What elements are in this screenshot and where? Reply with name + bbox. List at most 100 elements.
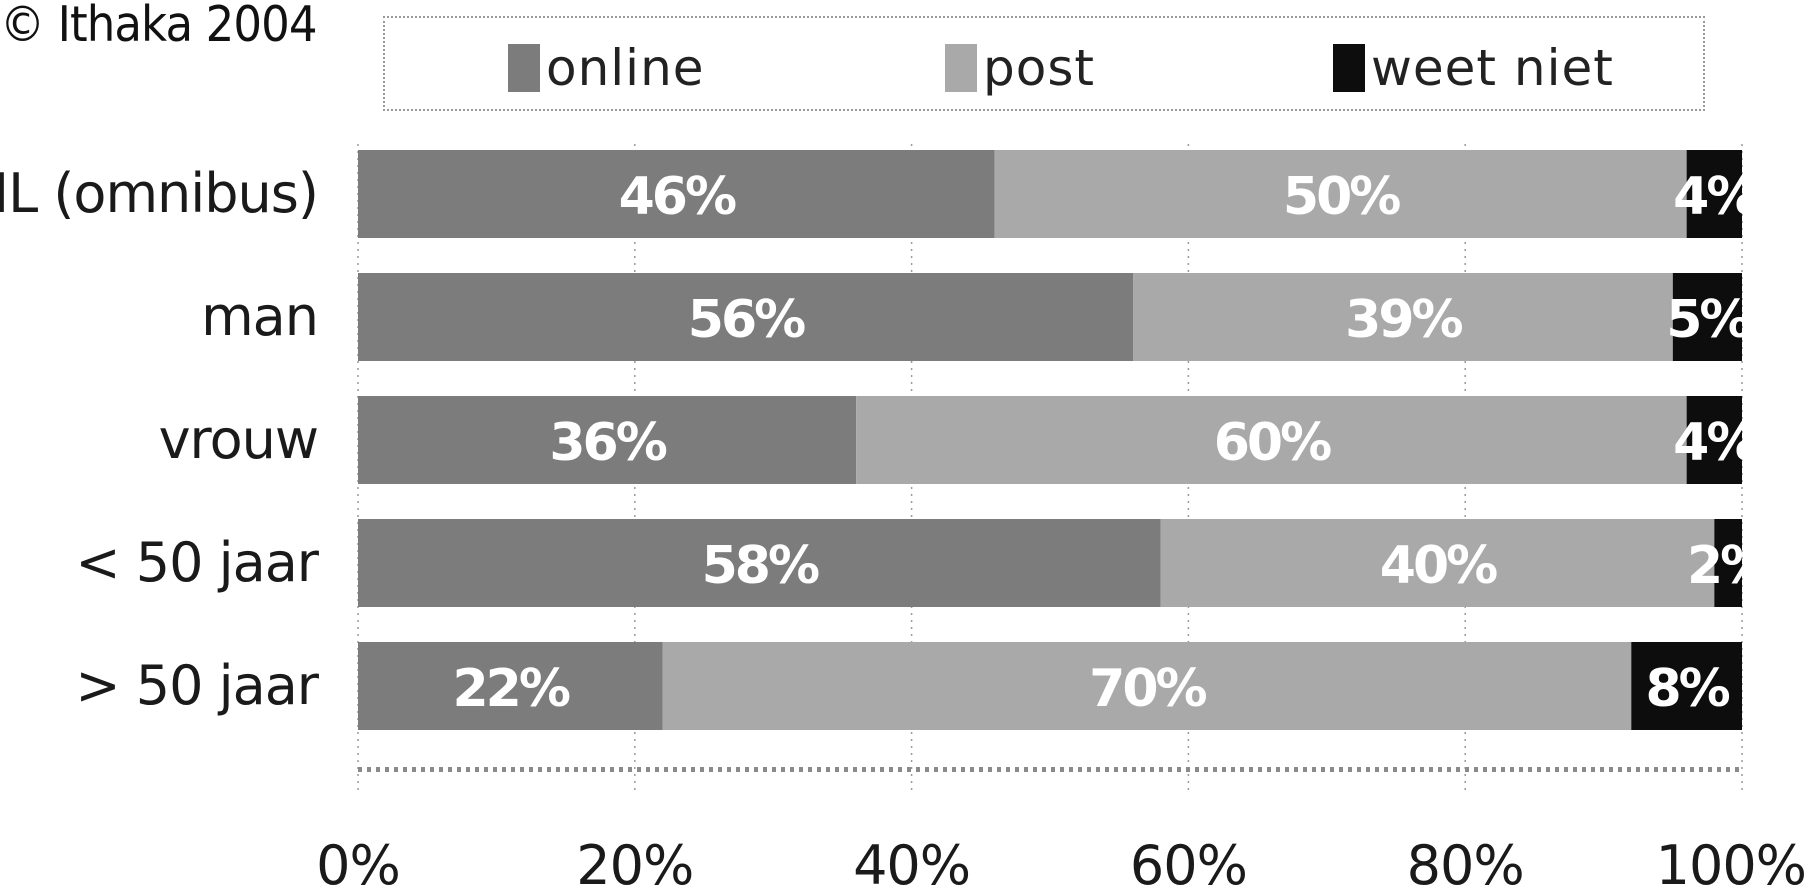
axis-dot xyxy=(628,767,632,772)
axis-dot xyxy=(844,767,848,772)
axis-dot xyxy=(367,767,371,772)
axis-dot xyxy=(1600,767,1604,772)
axis-dot xyxy=(439,767,443,772)
category-label: vrouw xyxy=(159,408,318,471)
axis-dot xyxy=(745,767,749,772)
axis-dot xyxy=(1609,767,1613,772)
bar-segment xyxy=(1686,150,1742,238)
axis-dot xyxy=(1384,767,1388,772)
axis-dot xyxy=(358,767,362,772)
axis-dot xyxy=(1231,767,1235,772)
axis-dot xyxy=(988,767,992,772)
axis-dot xyxy=(1024,767,1028,772)
axis-dot xyxy=(889,767,893,772)
axis-dot xyxy=(1132,767,1136,772)
axis-dot xyxy=(1258,767,1262,772)
axis-dot xyxy=(1492,767,1496,772)
x-tick-label: 0% xyxy=(316,834,400,896)
bar-segment xyxy=(1160,519,1715,607)
axis-dot xyxy=(403,767,407,772)
axis-dot xyxy=(1663,767,1667,772)
category-label: > 50 jaar xyxy=(75,654,319,717)
axis-dot xyxy=(1213,767,1217,772)
axis-dot xyxy=(1672,767,1676,772)
axis-dot xyxy=(1618,767,1622,772)
axis-dot xyxy=(574,767,578,772)
axis-dot xyxy=(1159,767,1163,772)
axis-dot xyxy=(430,767,434,772)
data-label: 4% xyxy=(1673,413,1757,473)
data-label: 4% xyxy=(1673,167,1757,227)
axis-dot xyxy=(682,767,686,772)
axis-dot xyxy=(808,767,812,772)
axis-dot xyxy=(1087,767,1091,772)
x-tick-label: 100% xyxy=(1656,834,1806,896)
axis-dot xyxy=(781,767,785,772)
x-tick-label: 40% xyxy=(853,834,970,896)
axis-dot xyxy=(1312,767,1316,772)
axis-dot xyxy=(637,767,641,772)
axis-dot xyxy=(1042,767,1046,772)
axis-dot xyxy=(646,767,650,772)
axis-dot xyxy=(1096,767,1100,772)
axis-dot xyxy=(1411,767,1415,772)
axis-dot xyxy=(943,767,947,772)
data-label: 50% xyxy=(1283,167,1400,227)
data-label: 40% xyxy=(1380,536,1497,596)
axis-dot xyxy=(1699,767,1703,772)
axis-dot xyxy=(718,767,722,772)
axis-dot xyxy=(835,767,839,772)
axis-dot xyxy=(1123,767,1127,772)
axis-dot xyxy=(502,767,506,772)
axis-dot xyxy=(1447,767,1451,772)
axis-dot xyxy=(1177,767,1181,772)
axis-dot xyxy=(1681,767,1685,772)
axis-dot xyxy=(1114,767,1118,772)
axis-dot xyxy=(853,767,857,772)
axis-dot xyxy=(1195,767,1199,772)
axis-dot xyxy=(583,767,587,772)
axis-dot xyxy=(790,767,794,772)
axis-dot xyxy=(916,767,920,772)
axis-dot xyxy=(1591,767,1595,772)
x-tick-label: 60% xyxy=(1130,834,1247,896)
category-label: NL (omnibus) xyxy=(0,162,318,225)
bar-segment xyxy=(1631,642,1742,730)
axis-dot xyxy=(1294,767,1298,772)
axis-dot xyxy=(1501,767,1505,772)
legend-item-weet-niet: weet niet xyxy=(1333,40,1614,96)
axis-dot xyxy=(511,767,515,772)
axis-dot xyxy=(1150,767,1154,772)
axis-dot xyxy=(1168,767,1172,772)
bar-segment xyxy=(856,396,1687,484)
axis-dot xyxy=(1708,767,1712,772)
axis-dot xyxy=(862,767,866,772)
axis-dot xyxy=(1249,767,1253,772)
axis-dot xyxy=(1276,767,1280,772)
axis-dot xyxy=(1267,767,1271,772)
bar-segment xyxy=(358,273,1134,361)
axis-dot xyxy=(754,767,758,772)
axis-dot xyxy=(925,767,929,772)
axis-dot xyxy=(799,767,803,772)
axis-dot xyxy=(1285,767,1289,772)
axis-dot xyxy=(1402,767,1406,772)
axis-dot xyxy=(592,767,596,772)
axis-dot xyxy=(871,767,875,772)
axis-dot xyxy=(1375,767,1379,772)
axis-dot xyxy=(1321,767,1325,772)
axis-dot xyxy=(1636,767,1640,772)
axis-dot xyxy=(1564,767,1568,772)
axis-dot xyxy=(1735,767,1739,772)
axis-dot xyxy=(1528,767,1532,772)
axis-dot xyxy=(772,767,776,772)
axis-dot xyxy=(736,767,740,772)
axis-dot xyxy=(709,767,713,772)
axis-dot xyxy=(1006,767,1010,772)
legend-swatch-post xyxy=(945,44,977,92)
axis-dot xyxy=(1627,767,1631,772)
bar-segment xyxy=(1133,273,1673,361)
axis-dot xyxy=(1330,767,1334,772)
axis-dot xyxy=(421,767,425,772)
